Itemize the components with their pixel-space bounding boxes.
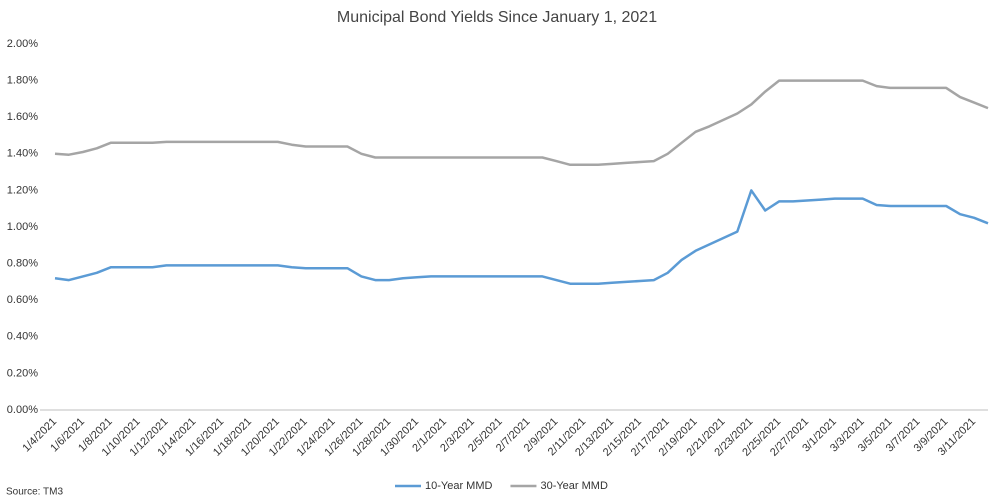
y-tick-label: 1.60%: [7, 111, 38, 123]
y-tick-label: 0.60%: [7, 294, 38, 306]
legend-label: 10-Year MMD: [425, 480, 493, 492]
y-tick-label: 1.40%: [7, 148, 38, 160]
series-line: [54, 189, 989, 285]
y-tick-label: 2.00%: [7, 38, 38, 50]
y-tick-label: 0.40%: [7, 331, 38, 343]
chart-title: Municipal Bond Yields Since January 1, 2…: [337, 9, 657, 26]
y-tick-label: 1.20%: [7, 184, 38, 196]
series-line: [54, 79, 989, 167]
y-tick-label: 1.00%: [7, 221, 38, 233]
y-tick-label: 0.20%: [7, 367, 38, 379]
y-tick-label: 0.00%: [7, 404, 38, 416]
legend-label: 30-Year MMD: [540, 480, 608, 492]
source-note: Source: TM3: [6, 487, 63, 498]
y-tick-label: 0.80%: [7, 258, 38, 270]
y-tick-label: 1.80%: [7, 75, 38, 87]
